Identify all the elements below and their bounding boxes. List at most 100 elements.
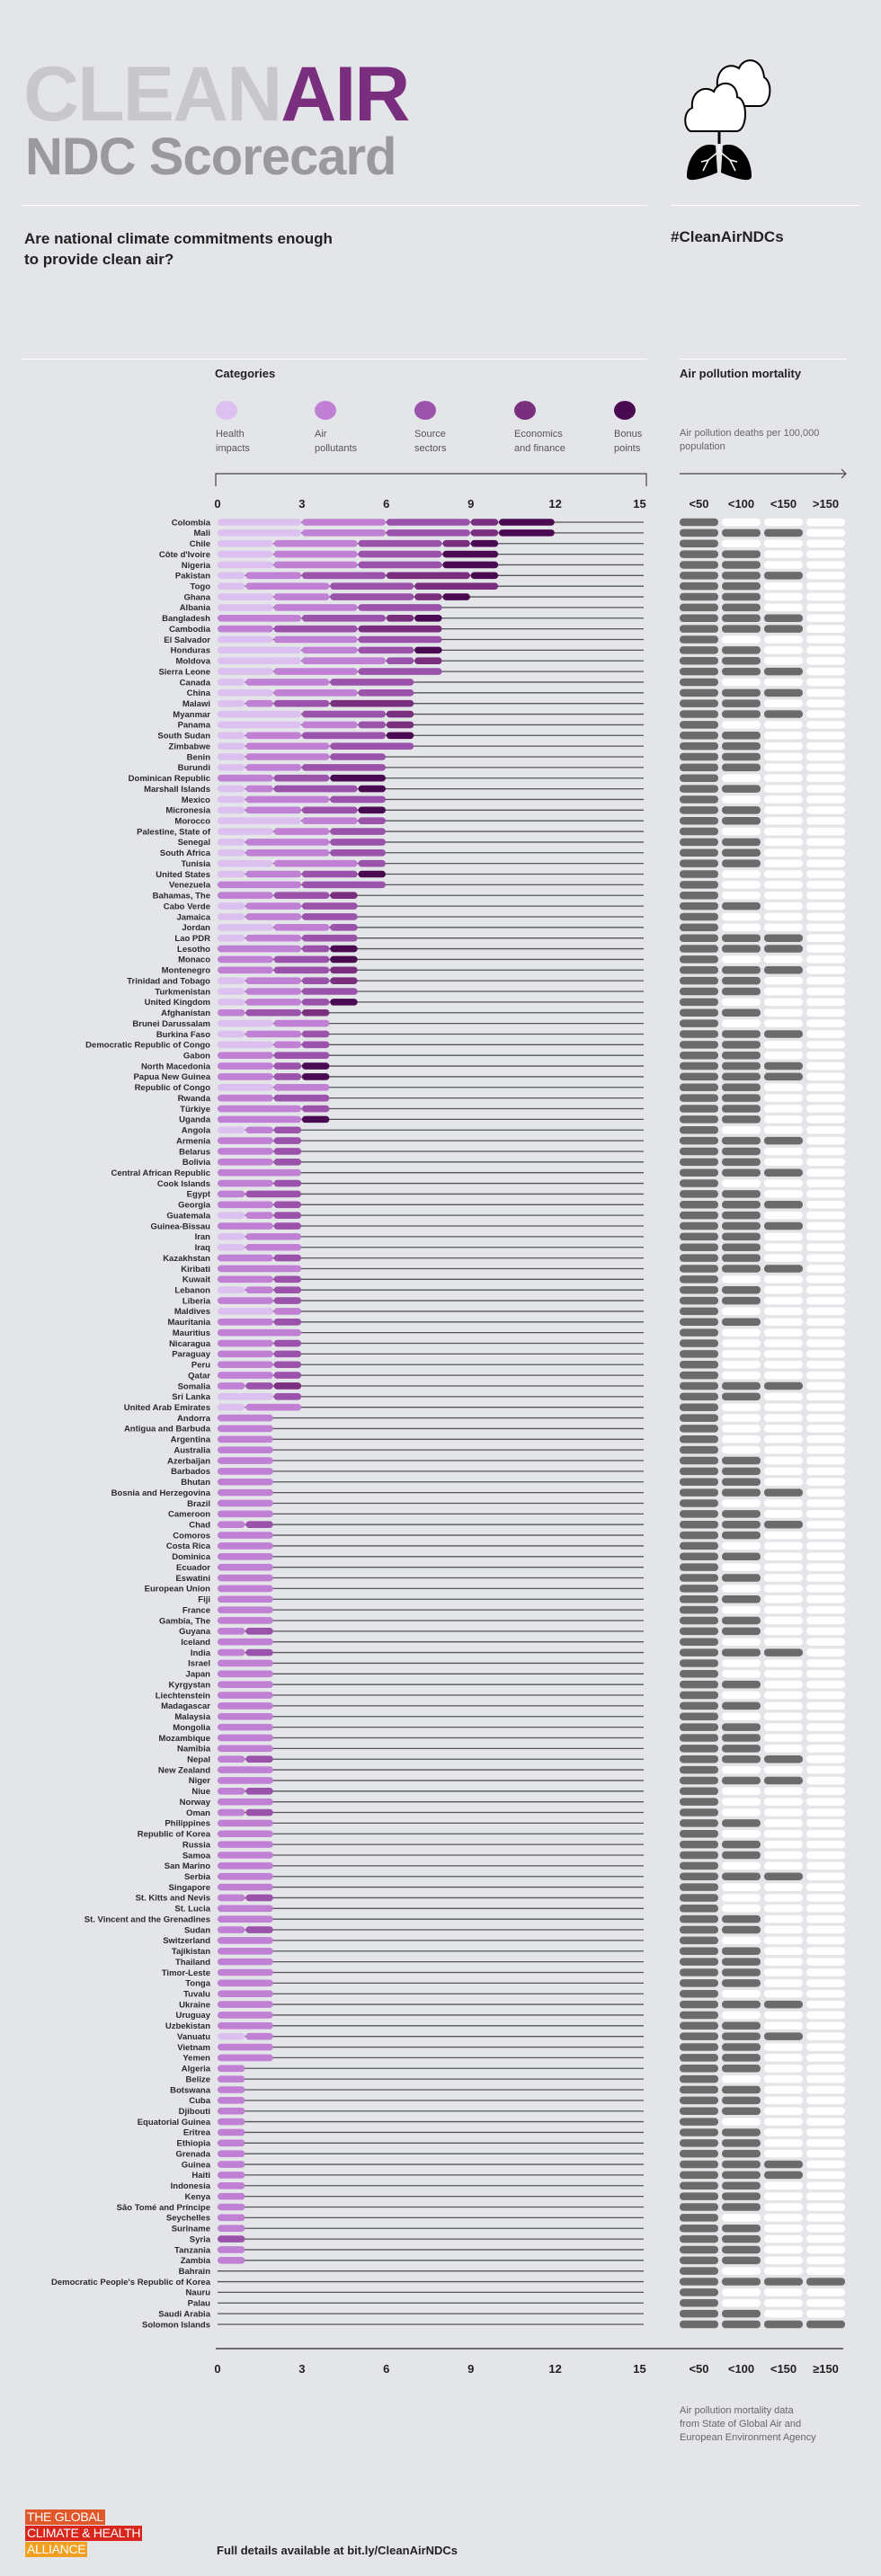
- mortality-box-filled: [680, 635, 718, 644]
- bar-segment-source-sectors: [301, 934, 358, 942]
- mortality-box-empty: [764, 1414, 803, 1422]
- mortality-box-empty: [806, 1605, 845, 1614]
- mortality-box-empty: [722, 998, 761, 1007]
- mortality-box-empty: [806, 2171, 845, 2180]
- mortality-box-filled: [680, 870, 718, 878]
- mortality-box-empty: [722, 1275, 761, 1284]
- mortality-box-filled: [680, 1360, 718, 1369]
- mortality-box-filled: [680, 848, 718, 857]
- mortality-box-empty: [722, 2074, 761, 2083]
- bar-segment-air-pollutants: [218, 1777, 273, 1784]
- country-label: Republic of Congo: [135, 1083, 211, 1093]
- mortality-box-empty: [806, 678, 845, 687]
- intro-question: Are national climate commitments enough …: [24, 230, 333, 268]
- mortality-box-empty: [806, 1616, 845, 1625]
- mortality-box-empty: [722, 1670, 761, 1678]
- mortality-box-filled: [764, 710, 803, 718]
- mortality-box-empty: [806, 859, 845, 867]
- bar-segment-source-sectors: [358, 550, 442, 558]
- bar-segment-air-pollutants: [245, 753, 330, 760]
- bar-segment-economics-and-finance: [330, 699, 414, 707]
- bar-segment-source-sectors: [273, 1286, 302, 1294]
- mortality-box-empty: [722, 955, 761, 964]
- mortality-box-filled: [722, 1925, 761, 1934]
- bar-segment-economics-and-finance: [470, 529, 499, 537]
- bar-segment-bonus-points: [358, 785, 386, 793]
- bar-segment-air-pollutants: [245, 699, 273, 707]
- bar-segment-air-pollutants: [245, 870, 302, 878]
- bar-segment-source-sectors: [273, 699, 330, 707]
- mortality-box-empty: [722, 1659, 761, 1667]
- bar-segment-air-pollutants: [245, 988, 302, 995]
- mortality-box-empty: [806, 1339, 845, 1347]
- mortality-box-empty: [764, 1691, 803, 1700]
- country-label: Azerbaijan: [167, 1456, 210, 1466]
- mortality-box-filled: [680, 859, 718, 867]
- bar-segment-bonus-points: [442, 593, 470, 600]
- logo-line: THE GLOBAL: [25, 2509, 105, 2525]
- country-label: Nicaragua: [169, 1339, 211, 1349]
- mortality-box-filled: [722, 1051, 761, 1060]
- country-label: India: [191, 1648, 211, 1658]
- mortality-box-filled: [680, 1574, 718, 1582]
- mortality-box-empty: [806, 1510, 845, 1518]
- country-label: Yemen: [182, 2054, 210, 2064]
- mortality-box-empty: [806, 1296, 845, 1305]
- bar-segment-air-pollutants: [218, 1339, 273, 1347]
- bar-segment-air-pollutants: [218, 1852, 273, 1859]
- mortality-box-filled: [680, 1883, 718, 1891]
- bar-segment-air-pollutants: [218, 1115, 302, 1124]
- mortality-box-filled: [722, 2107, 761, 2115]
- mortality-box-empty: [722, 870, 761, 878]
- mortality-box-empty: [722, 1905, 761, 1913]
- bar-segment-health-impacts: [218, 561, 273, 569]
- country-label: Lesotho: [177, 945, 210, 955]
- mortality-box-filled: [680, 902, 718, 910]
- country-label: Honduras: [171, 646, 210, 656]
- bar-segment-health-impacts: [218, 806, 245, 814]
- mortality-box-empty: [764, 2011, 803, 2020]
- mortality-box-empty: [722, 1360, 761, 1369]
- bar-segment-air-pollutants: [273, 561, 358, 569]
- bar-segment-economics-and-finance: [273, 1382, 302, 1390]
- bar-segment-health-impacts: [218, 1019, 273, 1027]
- mortality-box-filled: [722, 1456, 761, 1465]
- mortality-box-filled: [722, 987, 761, 996]
- bar-segment-air-pollutants: [273, 859, 358, 867]
- country-label: France: [182, 1605, 210, 1615]
- bar-segment-air-pollutants: [301, 529, 386, 537]
- bar-segment-air-pollutants: [218, 2001, 273, 2008]
- country-label: Georgia: [178, 1201, 211, 1211]
- bar-segment-air-pollutants: [218, 2128, 245, 2136]
- mortality-box-filled: [680, 2032, 718, 2040]
- mortality-box-filled: [764, 1201, 803, 1209]
- bar-segment-source-sectors: [301, 881, 386, 889]
- mortality-box-filled: [722, 2065, 761, 2073]
- mortality-box-filled: [722, 1776, 761, 1785]
- mortality-box-empty: [764, 561, 803, 569]
- mortality-box-filled: [680, 1403, 718, 1411]
- mortality-box-filled: [680, 1392, 718, 1401]
- country-label: Equatorial Guinea: [138, 2118, 211, 2127]
- mortality-box-empty: [764, 2139, 803, 2147]
- country-label: Suriname: [172, 2225, 210, 2234]
- divider: [680, 359, 847, 360]
- details-link[interactable]: Full details available at bit.ly/CleanAi…: [217, 2544, 458, 2557]
- bar-segment-air-pollutants: [218, 1201, 273, 1209]
- bar-segment-air-pollutants: [218, 1702, 273, 1710]
- mortality-box-empty: [764, 2128, 803, 2136]
- mortality-box-filled: [722, 1745, 761, 1753]
- bar-segment-air-pollutants: [301, 646, 358, 654]
- bar-segment-source-sectors: [330, 582, 414, 590]
- mortality-box-filled: [764, 1648, 803, 1657]
- mortality-box-filled: [764, 1872, 803, 1880]
- mortality-box-filled: [722, 848, 761, 857]
- country-label: Morocco: [174, 816, 210, 826]
- x-tick-bottom: 12: [548, 2362, 562, 2376]
- bar-segment-air-pollutants: [273, 1083, 330, 1091]
- mortality-box-empty: [806, 2181, 845, 2190]
- mortality-box-filled: [722, 1914, 761, 1923]
- bar-segment-air-pollutants: [245, 732, 302, 740]
- bar-segment-air-pollutants: [218, 2214, 245, 2222]
